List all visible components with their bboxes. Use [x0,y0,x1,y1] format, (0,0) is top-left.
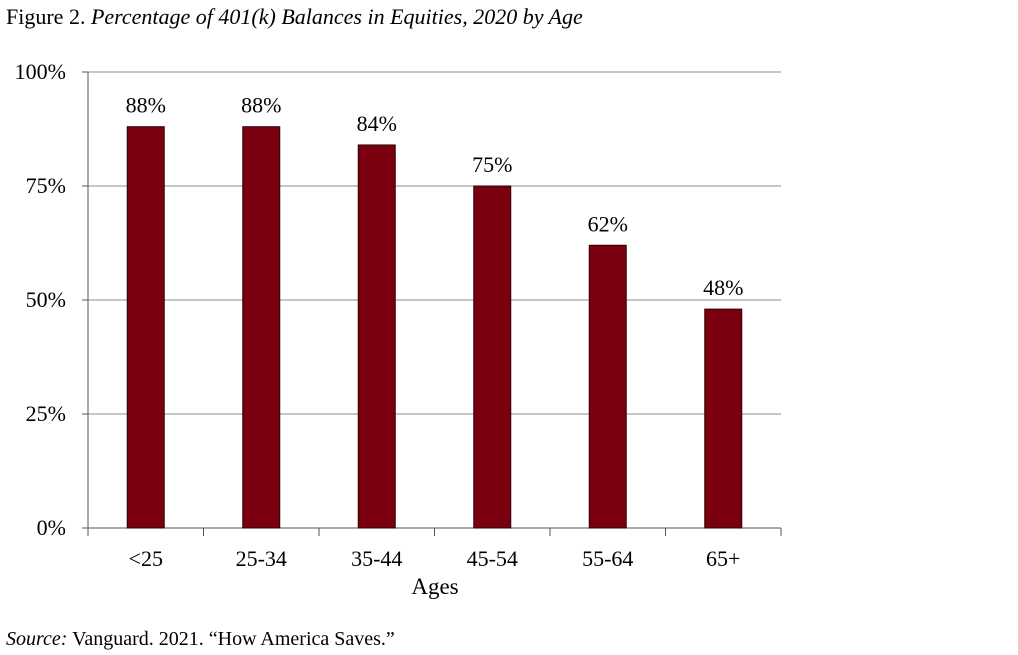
bar-45-54 [473,185,512,529]
x-tick-label: 25-34 [236,546,287,571]
y-tick-label: 0% [37,515,66,540]
bar-35-44 [357,144,396,529]
data-label: 75% [472,152,512,177]
data-label: 84% [357,111,397,136]
y-tick-label: 25% [26,401,66,426]
figure-title: Figure 2. Percentage of 401(k) Balances … [6,4,583,30]
x-axis-label: Ages [411,574,458,599]
y-tick-labels: 0% 25% 50% 75% 100% [15,59,66,540]
data-label: 88% [126,93,166,118]
x-tick-labels: <25 25-34 35-44 45-54 55-64 65+ [129,546,741,571]
y-tick-label: 75% [26,173,66,198]
axes [82,71,782,536]
bars [126,126,743,529]
source-text: Vanguard. 2021. “How America Saves.” [72,628,395,650]
bar-chart: 88% 88% 84% 75% 62% 48% 0% 25% 50% 75% 100% <25 25… [15,59,782,599]
source-note: Source: Vanguard. 2021. “How America Sav… [6,628,395,651]
source-label: Source: [6,628,68,650]
x-tick-label: 35-44 [351,546,402,571]
y-tick-label: 50% [26,287,66,312]
figure-title-text: Percentage of 401(k) Balances in Equitie… [90,4,583,29]
bar-65+ [704,308,743,529]
bar-55-64 [588,244,627,529]
y-tick-label: 100% [15,59,66,84]
data-label: 48% [703,275,743,300]
data-label: 88% [241,93,281,118]
data-label: 62% [588,211,628,236]
bar-<25 [126,126,165,529]
data-labels: 88% 88% 84% 75% 62% 48% [126,93,744,300]
x-tick-label: 45-54 [467,546,518,571]
x-tick-label: 65+ [706,546,740,571]
bar-25-34 [242,126,281,529]
x-tick-label: 55-64 [582,546,633,571]
figure-label: Figure 2. [6,4,86,29]
x-tick-label: <25 [129,546,163,571]
gridlines [88,71,781,415]
